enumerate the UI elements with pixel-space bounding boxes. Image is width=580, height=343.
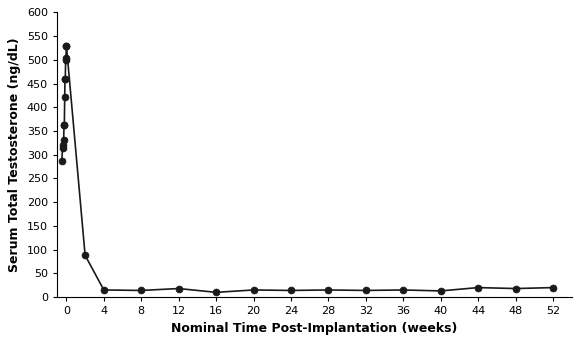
Y-axis label: Serum Total Testosterone (ng/dL): Serum Total Testosterone (ng/dL) [8, 37, 21, 272]
X-axis label: Nominal Time Post-Implantation (weeks): Nominal Time Post-Implantation (weeks) [171, 322, 458, 335]
